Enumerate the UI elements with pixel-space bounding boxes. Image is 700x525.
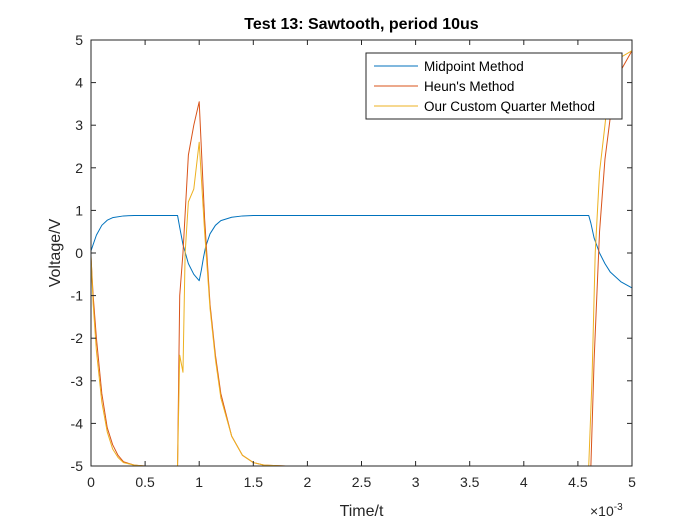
x-tick-label: 2.5	[352, 474, 372, 490]
legend-label-1: Midpoint Method	[424, 59, 524, 74]
x-tick-label: 5	[628, 474, 636, 490]
x-axis-exponent: ×10-3	[590, 502, 623, 519]
y-axis-label: Voltage/V	[47, 218, 64, 287]
x-tick-label: 4	[520, 474, 528, 490]
x-axis-label: Time/t	[340, 503, 384, 520]
y-tick-label: 0	[75, 245, 83, 261]
legend: Midpoint Method Heun's Method Our Custom Q…	[365, 52, 623, 120]
y-ticks: -5 -4 -3 -2 -1 0 1 2 3 4 5	[71, 32, 632, 474]
x-axis-exponent-power: -3	[614, 502, 623, 513]
x-tick-label: 0.5	[135, 474, 155, 490]
y-tick-label: 4	[75, 75, 83, 91]
x-tick-label: 1.5	[244, 474, 264, 490]
y-tick-label: -2	[71, 330, 84, 346]
chart-title: Test 13: Sawtooth, period 10us	[244, 16, 479, 33]
x-tick-label: 2	[304, 474, 312, 490]
legend-label-2: Heun's Method	[424, 79, 514, 94]
y-tick-label: 5	[75, 32, 83, 48]
x-tick-label: 4.5	[568, 474, 588, 490]
x-tick-label: 3	[412, 474, 420, 490]
series-line-1	[90, 215, 633, 289]
series-line-3	[90, 50, 633, 467]
y-tick-label: 3	[75, 117, 83, 133]
x-ticks: 0 0.5 1 1.5 2 2.5 3 3.5 4 4.5 5	[87, 40, 636, 490]
x-tick-label: 3.5	[460, 474, 480, 490]
y-tick-label: 1	[75, 202, 83, 218]
y-tick-label: -3	[71, 373, 84, 389]
x-tick-label: 1	[195, 474, 203, 490]
y-tick-label: -4	[71, 415, 84, 431]
y-tick-label: -5	[71, 458, 84, 474]
x-tick-label: 0	[87, 474, 95, 490]
y-tick-label: 2	[75, 160, 83, 176]
x-axis-multiplier: ×10	[590, 503, 614, 519]
legend-label-3: Our Custom Quarter Method	[424, 99, 595, 114]
y-tick-label: -1	[71, 288, 84, 304]
x-axis-exponent-label: ×10-3	[590, 502, 623, 519]
